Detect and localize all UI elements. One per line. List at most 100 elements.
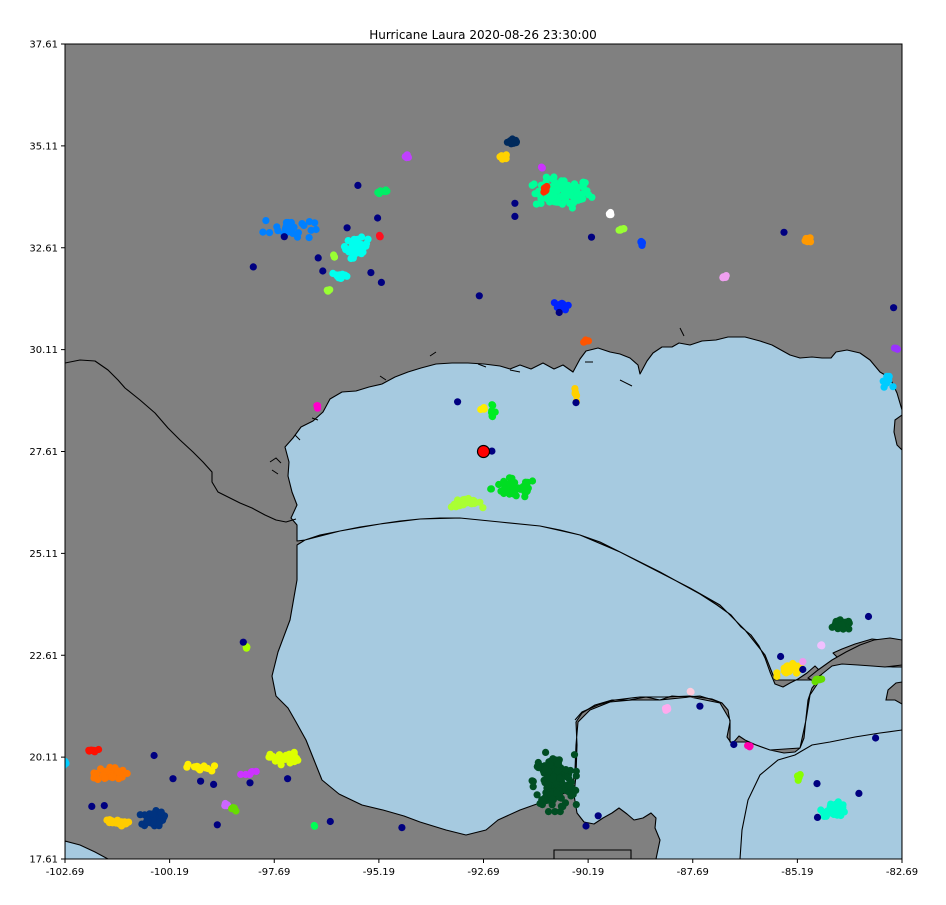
gulf-of-mexico-water: [271, 336, 902, 859]
single-point: [872, 734, 880, 742]
cluster-point: [298, 220, 306, 228]
x-axis: -102.69 -100.19 -97.69 -95.19 -92.69 -90.19 -8…: [46, 859, 918, 878]
cluster-point: [136, 811, 144, 819]
cluster-point: [103, 816, 111, 824]
x-tick-label: -100.19: [150, 867, 189, 878]
cluster-point: [273, 223, 281, 231]
cluster-point: [323, 286, 331, 294]
cluster-point: [548, 175, 556, 183]
florida-peninsula: [893, 414, 902, 451]
hispaniola-tip: [885, 681, 902, 705]
x-tick-label: -92.69: [467, 867, 499, 878]
single-point: [319, 267, 327, 275]
cluster-point: [572, 188, 581, 196]
cluster-point: [553, 789, 561, 797]
cluster-point: [832, 805, 840, 813]
cluster-point: [480, 405, 488, 413]
cluster-point: [123, 769, 131, 778]
cluster-point: [460, 500, 469, 508]
cluster-point: [890, 344, 899, 352]
single-point: [555, 308, 563, 317]
cluster-point: [542, 789, 550, 797]
single-point: [150, 751, 158, 760]
cluster-point: [91, 748, 99, 756]
cluster-point: [615, 226, 623, 234]
cluster-point: [606, 211, 614, 219]
cluster-point: [549, 774, 557, 783]
single-point: [210, 780, 218, 789]
single-point: [280, 233, 288, 241]
x-tick-label: -97.69: [258, 867, 290, 878]
map-title: Hurricane Laura 2020-08-26 23:30:00: [369, 28, 597, 42]
cluster-point: [773, 672, 781, 681]
cluster-point: [312, 225, 320, 234]
single-point: [890, 304, 898, 312]
cluster-point: [184, 760, 192, 769]
cluster-point: [839, 625, 847, 633]
cluster-point: [566, 782, 574, 791]
cluster-point: [509, 489, 518, 497]
single-point: [213, 821, 221, 829]
single-point: [864, 612, 873, 621]
y-tick-label: 20.11: [29, 753, 58, 764]
cluster-point: [335, 273, 343, 281]
cluster-point: [467, 500, 476, 508]
single-point: [314, 254, 322, 262]
cluster-point: [803, 238, 811, 246]
cluster-point: [262, 217, 270, 225]
cluster-point: [572, 786, 580, 795]
y-tick-label: 37.61: [29, 40, 58, 51]
cluster-point: [541, 765, 549, 773]
data-points-layer: [65, 135, 902, 832]
single-point: [249, 263, 257, 271]
cluster-point: [534, 764, 543, 772]
cluster-point: [584, 337, 593, 345]
y-tick-label: 35.11: [29, 141, 58, 152]
cluster-point: [528, 181, 536, 189]
single-point: [326, 817, 334, 826]
cluster-point: [509, 139, 518, 147]
x-tick-label: -95.19: [363, 867, 395, 878]
single-point: [284, 775, 292, 783]
cluster-point: [794, 776, 802, 784]
cluster-point: [210, 762, 219, 770]
cluster-point: [305, 234, 313, 242]
cluster-point: [544, 781, 553, 789]
single-point: [100, 802, 108, 810]
single-point: [730, 740, 738, 749]
y-tick-label: 25.11: [29, 549, 58, 560]
single-point: [813, 780, 821, 788]
cluster-point: [541, 187, 549, 195]
caribbean-water: [739, 729, 902, 859]
cluster-point: [544, 808, 553, 816]
cluster-point: [533, 791, 541, 799]
single-point: [582, 822, 590, 830]
cluster-point: [157, 808, 165, 816]
cuba-island: [807, 637, 902, 682]
cluster-point: [156, 818, 164, 826]
cluster-point: [822, 810, 830, 818]
y-tick-label: 32.61: [29, 243, 58, 254]
cluster-point: [638, 241, 646, 249]
cluster-point: [85, 747, 93, 755]
y-tick-label: 22.61: [29, 651, 58, 662]
cluster-point: [200, 762, 208, 770]
cluster-point: [248, 768, 256, 776]
cluster-point: [571, 389, 579, 398]
cluster-point: [489, 401, 497, 409]
cluster-point: [554, 760, 563, 768]
cluster-point: [555, 198, 563, 206]
cluster-point: [277, 755, 285, 763]
cluster-point: [566, 199, 574, 208]
cluster-point: [505, 480, 514, 488]
cluster-point: [65, 757, 69, 766]
cluster-point: [746, 743, 754, 751]
single-point: [398, 824, 406, 832]
cluster-point: [90, 774, 98, 782]
cluster-point: [194, 764, 202, 773]
cluster-point: [266, 750, 274, 758]
cluster-point: [314, 404, 322, 412]
single-point: [367, 269, 375, 277]
cluster-point: [358, 233, 366, 241]
